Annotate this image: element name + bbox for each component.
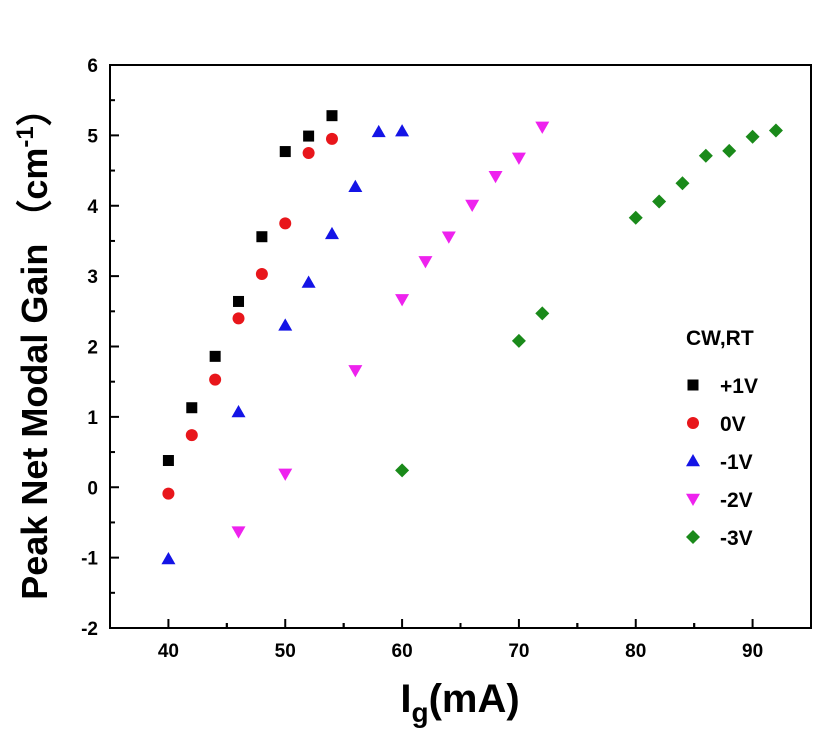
data-point [465,199,480,213]
y-tick-label: 0 [87,478,98,499]
legend-marker [687,417,699,429]
data-point [745,129,760,144]
data-point [698,148,713,163]
data-point [395,294,410,307]
y-tick-label: 2 [87,338,98,359]
data-point [768,123,783,138]
data-point [279,146,291,158]
data-point [162,455,174,467]
data-point [418,256,433,269]
y-axis-title-unit-superscript: -1 [12,126,39,147]
data-point [488,170,503,184]
data-point [209,350,221,362]
data-point [256,231,268,243]
data-point [161,552,176,565]
data-point [395,463,410,478]
data-point [675,176,690,191]
data-point [535,306,550,321]
x-axis-title-main: I [400,677,411,721]
y-tick-label: 5 [87,126,98,147]
data-point [628,210,643,225]
x-tick-label: 50 [275,641,296,662]
legend-entry: -3V [686,527,753,550]
data-point [441,231,456,244]
data-point [232,312,245,325]
data-point [348,365,363,378]
y-tick-label: -2 [81,619,98,640]
y-tick-label: 4 [87,197,98,218]
legend-entry: -2V [686,489,753,512]
legend-label: 0V [720,413,746,436]
data-point [233,295,245,307]
data-points [161,110,783,565]
data-point [279,217,292,230]
x-tick-label: 40 [158,641,179,662]
legend: CW,RT +1V 0V -1V -2V -3V [686,327,758,550]
data-point [209,373,222,386]
series--2V [231,121,550,539]
data-point [185,429,198,442]
data-point [278,318,293,331]
data-point [231,404,246,418]
data-point [326,110,338,122]
data-point [278,468,293,481]
y-tick-label: 6 [87,56,98,77]
legend-label: +1V [720,375,758,398]
y-tick-label: -1 [81,549,98,570]
x-tick-label: 90 [742,641,763,662]
data-point [511,333,526,348]
legend-marker [686,454,700,467]
x-axis-title-subscript: g [411,697,428,728]
data-point [511,152,526,165]
legend-title: CW,RT [686,327,754,350]
data-point [162,487,175,500]
axis-ticks [110,64,754,629]
axis-tick-labels: 40 50 60 70 80 90 -2 -1 0 1 2 3 4 5 6 [81,56,763,662]
data-point [535,121,550,134]
series--1V [161,124,410,565]
data-point [722,143,737,158]
data-point [348,179,363,192]
legend-entries: +1V 0V -1V -2V -3V [686,375,758,550]
data-point [324,226,339,240]
series-0V [162,132,338,500]
x-axis-title: Ig(mA) [400,677,519,728]
x-tick-label: 70 [508,641,529,662]
y-axis-title-main: Peak Net Modal Gain [14,244,55,600]
data-point [302,146,315,159]
series-+1V [162,110,338,467]
legend-label: -1V [720,451,753,474]
data-point [325,132,338,145]
x-tick-label: 60 [392,641,413,662]
legend-marker [686,493,700,506]
y-tick-label: 3 [87,267,98,288]
data-point [186,402,198,414]
series--3V [395,123,783,478]
data-point [255,268,268,281]
legend-entry: +1V [687,375,758,398]
legend-label: -2V [720,489,753,512]
y-axis-title-unit-close: ） [14,90,55,126]
y-tick-label: 1 [87,408,98,429]
legend-marker [686,530,700,544]
y-axis-title: Peak Net Modal Gain （cm-1） [12,90,55,600]
data-point [231,526,246,539]
y-axis-title-unit-open: （cm [14,148,55,236]
legend-entry: -1V [686,451,753,474]
data-point [301,275,316,288]
legend-entry: 0V [687,413,746,436]
data-point [395,124,410,137]
data-point [303,130,315,142]
x-axis-title-unit: (mA) [429,677,520,721]
legend-label: -3V [720,527,753,550]
data-point [371,124,386,138]
legend-marker [687,379,699,391]
data-point [652,194,667,209]
x-tick-label: 80 [625,641,646,662]
